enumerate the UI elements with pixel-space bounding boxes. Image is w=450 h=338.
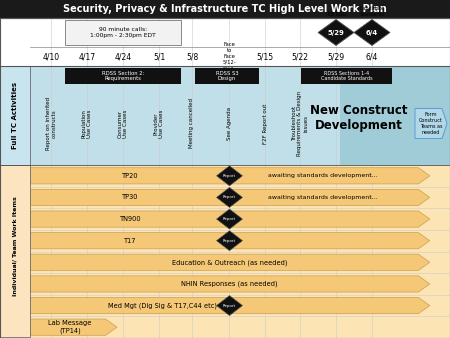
Text: Report on inherited
constructs: Report on inherited constructs <box>45 97 56 150</box>
Text: Form
Construct
Teams as
needed: Form Construct Teams as needed <box>419 112 443 135</box>
Text: Individual/ Team Work Items: Individual/ Team Work Items <box>13 197 18 296</box>
Polygon shape <box>31 254 430 270</box>
Text: Report: Report <box>223 195 236 199</box>
Polygon shape <box>318 20 354 46</box>
Text: Provider
Use Cases: Provider Use Cases <box>153 109 164 138</box>
Text: Education & Outreach (as needed): Education & Outreach (as needed) <box>172 259 287 266</box>
Text: Report: Report <box>223 239 236 243</box>
Text: 4/24: 4/24 <box>114 52 131 61</box>
Text: TN900: TN900 <box>120 216 141 222</box>
Bar <box>0 0 450 18</box>
Bar <box>30 165 450 338</box>
Text: 5/29: 5/29 <box>328 29 344 35</box>
Polygon shape <box>216 295 243 316</box>
Polygon shape <box>31 297 430 314</box>
Polygon shape <box>31 233 430 249</box>
Text: Med Mgt (Dig Sig & T17,C44 etc): Med Mgt (Dig Sig & T17,C44 etc) <box>108 302 216 309</box>
Text: RDSS Section 2:
Requirements: RDSS Section 2: Requirements <box>102 71 144 81</box>
Text: Meeting cancelled: Meeting cancelled <box>189 98 194 148</box>
Text: awaiting standards development...: awaiting standards development... <box>268 195 378 200</box>
Text: 4/17: 4/17 <box>78 52 95 61</box>
Text: Consumer
Use Cases: Consumer Use Cases <box>117 109 128 138</box>
Polygon shape <box>216 209 243 229</box>
Bar <box>0 66 30 165</box>
Text: Report: Report <box>223 217 236 221</box>
Polygon shape <box>216 188 243 208</box>
Text: Troubleshoot
Requirements & Design
issues: Troubleshoot Requirements & Design issue… <box>292 91 308 156</box>
Polygon shape <box>415 108 447 139</box>
Bar <box>30 66 450 165</box>
Text: Population
Use Cases: Population Use Cases <box>81 109 92 138</box>
Polygon shape <box>31 168 430 184</box>
Text: 5/22: 5/22 <box>292 52 309 61</box>
Bar <box>301 68 392 84</box>
Text: Candidate
Standards: Candidate Standards <box>360 6 385 17</box>
Text: IRB R&D: IRB R&D <box>326 11 346 17</box>
Bar <box>0 165 30 337</box>
Text: Security, Privacy & Infrastructure TC High Level Work Plan: Security, Privacy & Infrastructure TC Hi… <box>63 4 387 14</box>
Polygon shape <box>31 319 117 335</box>
Text: 6/4: 6/4 <box>366 52 378 61</box>
Text: TP30: TP30 <box>122 194 139 200</box>
Text: 5/15: 5/15 <box>256 52 274 61</box>
Text: Lab Message
(TP14): Lab Message (TP14) <box>48 320 91 334</box>
Text: Face
to
Face
5/12-
5/14: Face to Face 5/12- 5/14 <box>222 42 236 71</box>
Text: 4/10: 4/10 <box>42 52 59 61</box>
Text: NHIN Responses (as needed): NHIN Responses (as needed) <box>181 281 278 287</box>
Text: Full TC Activities: Full TC Activities <box>12 82 18 149</box>
Bar <box>195 68 259 84</box>
FancyBboxPatch shape <box>65 20 181 45</box>
Text: 5/8: 5/8 <box>186 52 198 61</box>
Bar <box>65 68 181 84</box>
Text: 6/4: 6/4 <box>366 29 378 35</box>
Polygon shape <box>31 189 430 206</box>
Bar <box>340 66 450 165</box>
Text: F2F Report out: F2F Report out <box>262 103 267 144</box>
Text: 90 minute calls:
1:00pm - 2:30pm EDT: 90 minute calls: 1:00pm - 2:30pm EDT <box>90 27 156 38</box>
Polygon shape <box>31 211 430 227</box>
Text: awaiting standards development...: awaiting standards development... <box>268 173 378 178</box>
Text: Report: Report <box>223 174 236 178</box>
Text: 5/1: 5/1 <box>153 52 165 61</box>
Text: RDSS S3
Design: RDSS S3 Design <box>216 71 238 81</box>
Polygon shape <box>216 231 243 251</box>
Polygon shape <box>354 20 390 46</box>
Text: See Agenda: See Agenda <box>226 107 231 140</box>
Polygon shape <box>216 166 243 186</box>
Text: TP20: TP20 <box>122 173 139 179</box>
Text: T17: T17 <box>124 238 137 244</box>
Text: RDSS Sections 1-4
Candidate Standards: RDSS Sections 1-4 Candidate Standards <box>321 71 372 81</box>
Text: New Construct
Development: New Construct Development <box>310 104 408 132</box>
Polygon shape <box>31 276 430 292</box>
Text: Report: Report <box>223 304 236 308</box>
Text: 5/29: 5/29 <box>328 52 345 61</box>
